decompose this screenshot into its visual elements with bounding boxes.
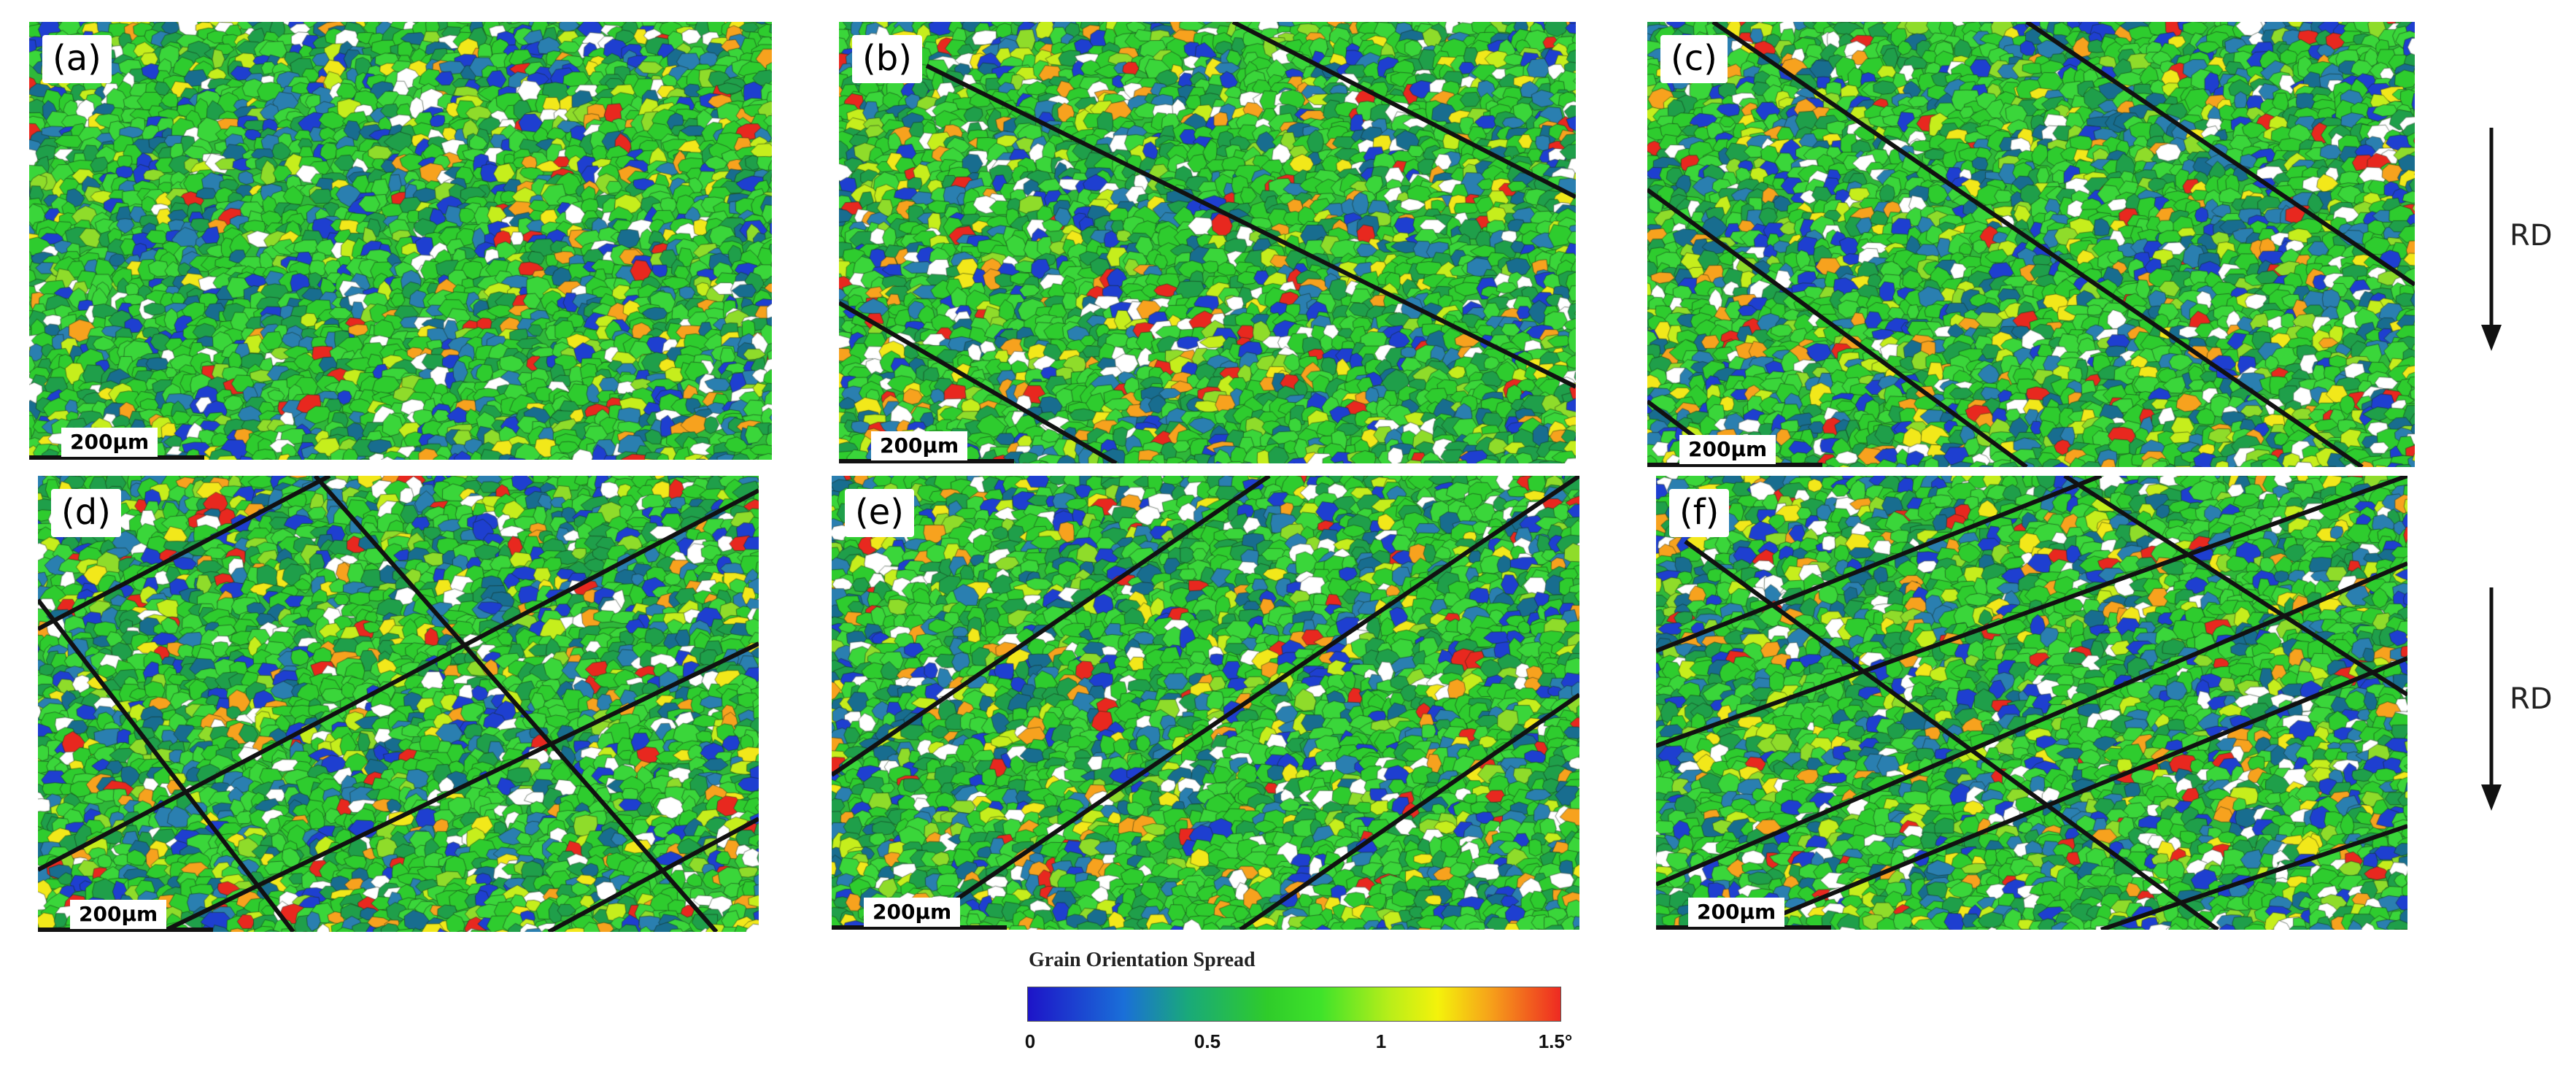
panel-label-a: (a) [42, 35, 112, 83]
scale-bar-b [839, 459, 1014, 463]
grain-map-c [1647, 22, 2415, 467]
cut-lines-f [1656, 476, 2407, 930]
scale-bar-e [832, 925, 1007, 930]
legend-tick-1: 1 [1375, 1030, 1387, 1052]
rd-arrow-top-icon [2481, 128, 2502, 351]
legend-tick-0: 0 [1024, 1030, 1036, 1052]
scale-text-d: 200μm [70, 900, 167, 929]
scale-text-b: 200μm [871, 431, 968, 460]
legend-color-bar [1027, 987, 1561, 1022]
ebsd-map-panel-b: (b) 200μm [839, 22, 1576, 463]
scale-text-c: 200μm [1679, 435, 1776, 464]
panel-label-b: (b) [852, 35, 922, 83]
rd-label-top: RD [2510, 219, 2553, 252]
panel-label-f: (f) [1669, 489, 1730, 537]
rd-arrow-bottom-icon [2481, 587, 2502, 811]
ebsd-map-panel-d: (d) 200μm [38, 476, 759, 932]
legend-tick-05: 0.5 [1194, 1030, 1221, 1052]
legend-title: Grain Orientation Spread [1029, 949, 1256, 971]
panel-label-e: (e) [845, 489, 914, 537]
cut-lines-e [832, 476, 1579, 930]
scale-bar-d [38, 928, 213, 932]
grain-map-b [839, 22, 1576, 463]
grain-map-e [832, 476, 1579, 930]
legend-tick-15: 1.5° [1538, 1030, 1573, 1052]
rd-label-bottom: RD [2510, 682, 2553, 716]
cut-lines-b [839, 22, 1576, 463]
ebsd-map-panel-e: (e) 200μm [832, 476, 1579, 930]
cut-lines-d [38, 476, 759, 932]
scale-text-e: 200μm [864, 898, 961, 927]
grain-map-a [29, 22, 772, 460]
scale-bar-a [29, 455, 204, 460]
panel-label-d: (d) [51, 489, 121, 537]
ebsd-map-panel-f: (f) 200μm [1656, 476, 2407, 930]
scale-text-a: 200μm [61, 428, 158, 457]
cut-lines-c [1647, 22, 2415, 467]
cut-lines-a [29, 22, 772, 460]
scale-bar-c [1647, 463, 1822, 467]
scale-text-f: 200μm [1688, 898, 1785, 927]
ebsd-map-panel-a: (a) 200μm [29, 22, 772, 460]
ebsd-map-panel-c: (c) 200μm [1647, 22, 2415, 467]
panel-label-c: (c) [1660, 35, 1728, 83]
scale-bar-f [1656, 925, 1831, 930]
